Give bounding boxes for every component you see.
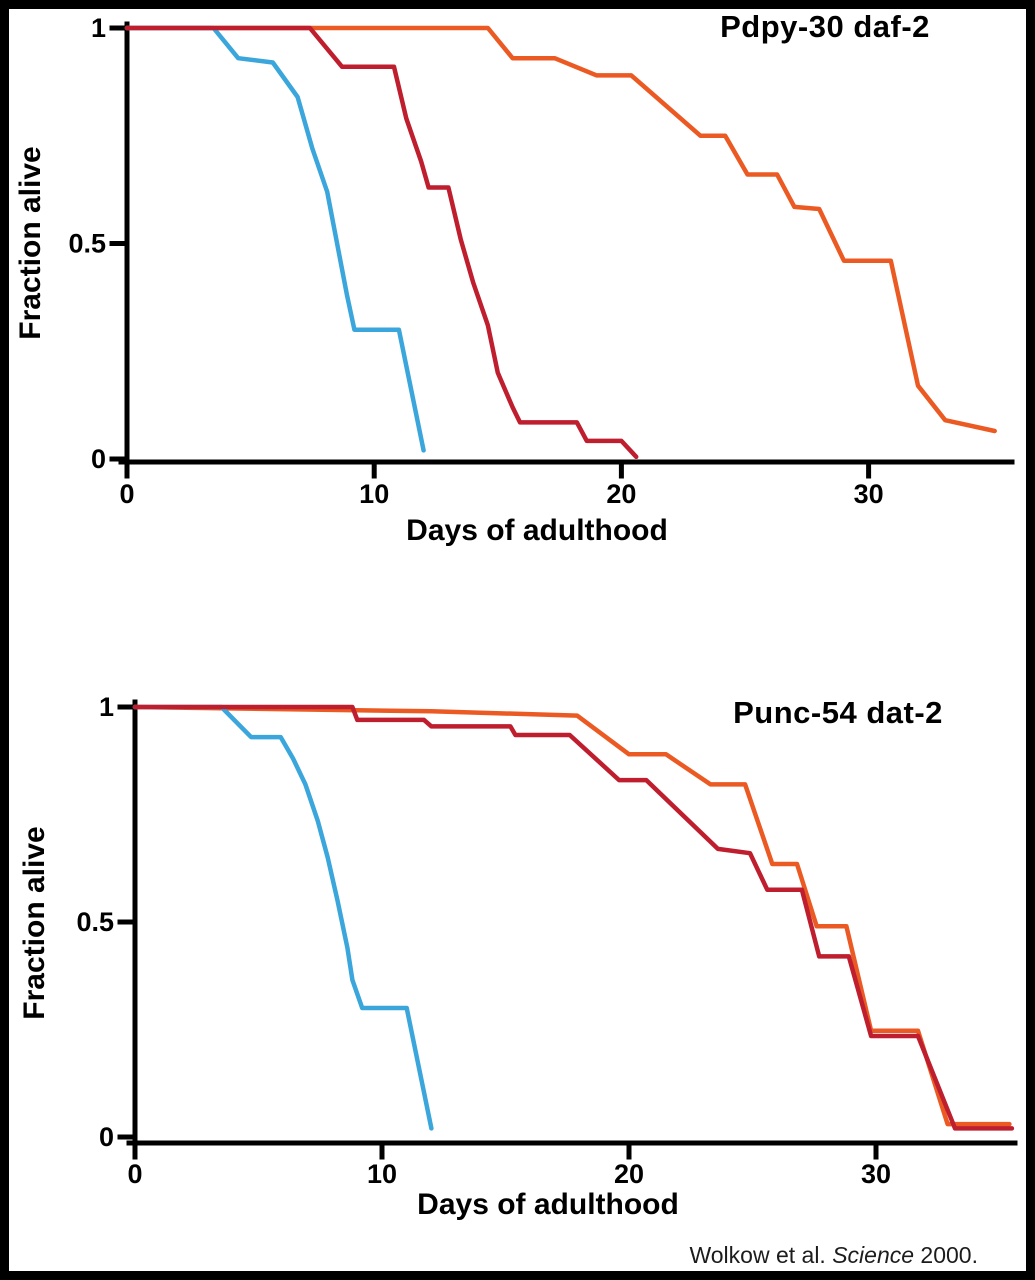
citation-authors: Wolkow et al. — [689, 1242, 833, 1268]
panel-title-bottom: Punc-54 dat-2 — [733, 695, 943, 730]
x-tick-label: 10 — [367, 1159, 397, 1189]
x-tick-label: 0 — [127, 1159, 142, 1189]
panel-title-top: Pdpy-30 daf-2 — [720, 9, 930, 44]
y-tick-label: 0 — [99, 1122, 114, 1152]
citation-journal: Science — [832, 1242, 915, 1268]
x-tick-label: 20 — [614, 1159, 644, 1189]
y-axis-title-bottom: Fraction alive — [18, 826, 51, 1020]
y-tick-label: 0.5 — [76, 907, 114, 937]
x-tick-label: 30 — [861, 1159, 891, 1189]
y-tick-label: 1 — [99, 692, 114, 722]
citation: Wolkow et al. Science 2000. — [578, 1242, 978, 1269]
y-tick-label: 0 — [91, 444, 106, 474]
cyan-series-line — [124, 25, 426, 453]
orange-series-line — [124, 25, 997, 434]
x-tick-label: 20 — [606, 479, 636, 509]
y-tick-label: 1 — [91, 13, 106, 43]
crimson-series-line — [124, 25, 639, 460]
x-tick-label: 30 — [854, 479, 884, 509]
x-axis-title-bottom: Days of adulthood — [417, 1188, 679, 1221]
orange-series-line — [132, 704, 1012, 1127]
y-tick-label: 0.5 — [68, 229, 106, 259]
y-axis-title-top: Fraction alive — [14, 146, 47, 340]
crimson-series-line — [132, 704, 1015, 1131]
x-tick-label: 0 — [119, 479, 134, 509]
x-tick-label: 10 — [359, 479, 389, 509]
citation-year: 2000. — [914, 1242, 978, 1268]
cyan-series-line — [132, 704, 434, 1131]
x-axis-title-top: Days of adulthood — [406, 514, 668, 547]
